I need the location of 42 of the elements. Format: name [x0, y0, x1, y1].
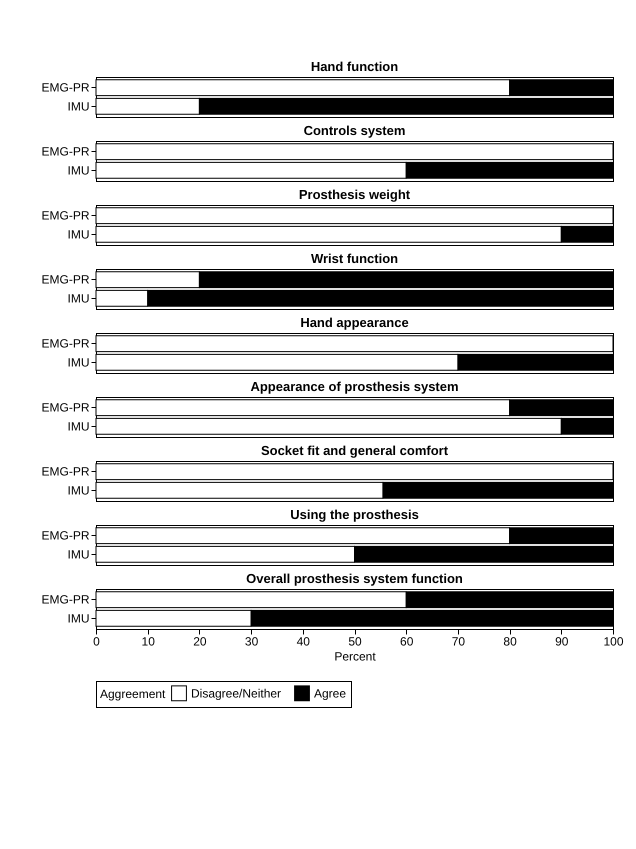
chart-title: Hand appearance — [300, 315, 409, 330]
y-tick-label: EMG-PR — [42, 592, 90, 607]
x-tick-label: 40 — [296, 634, 310, 648]
x-tick-label: 0 — [93, 634, 100, 648]
x-tick-label: 60 — [400, 634, 414, 648]
x-tick-label: 70 — [452, 634, 466, 648]
y-tick-label: EMG-PR — [42, 208, 90, 223]
y-tick-label: IMU — [68, 99, 90, 114]
chart-title: Appearance of prosthesis system — [250, 379, 459, 394]
y-tick-label: IMU — [68, 291, 90, 306]
chart-title: Socket fit and general comfort — [260, 443, 449, 458]
y-tick-label: EMG-PR — [42, 464, 90, 479]
legend-title: Aggreement — [100, 687, 166, 701]
y-tick-label: IMU — [68, 483, 90, 498]
y-tick-label: EMG-PR — [42, 272, 90, 287]
y-tick-label: IMU — [68, 419, 90, 434]
chart-title: Using the prosthesis — [290, 507, 419, 522]
legend-label: Disagree/Neither — [191, 686, 282, 700]
y-tick-label: EMG-PR — [42, 400, 90, 415]
chart-title: Controls system — [304, 123, 406, 138]
x-tick-label: 30 — [244, 634, 259, 648]
y-tick-label: EMG-PR — [42, 336, 90, 351]
x-tick-label: 80 — [503, 634, 518, 648]
y-tick-label: EMG-PR — [42, 528, 90, 543]
chart-title: Prosthesis weight — [298, 187, 411, 202]
chart-title: Hand function — [310, 59, 398, 74]
y-tick-label: IMU — [68, 355, 90, 370]
chart-title: Overall prosthesis system function — [246, 571, 463, 586]
legend-label: Agree — [314, 686, 346, 700]
y-tick-label: IMU — [68, 547, 90, 562]
x-tick-label: 90 — [555, 634, 569, 648]
x-axis-title: Percent — [334, 650, 376, 664]
y-tick-label: IMU — [68, 611, 90, 626]
x-tick-label: 100 — [603, 634, 624, 648]
x-tick-label: 50 — [348, 634, 362, 648]
y-tick-label: IMU — [68, 227, 90, 242]
y-tick-label: EMG-PR — [42, 144, 90, 159]
x-tick-label: 10 — [142, 634, 156, 648]
y-tick-label: EMG-PR — [42, 80, 90, 95]
x-tick-label: 20 — [193, 634, 207, 648]
chart-title: Wrist function — [310, 251, 398, 266]
y-tick-label: IMU — [68, 163, 90, 178]
